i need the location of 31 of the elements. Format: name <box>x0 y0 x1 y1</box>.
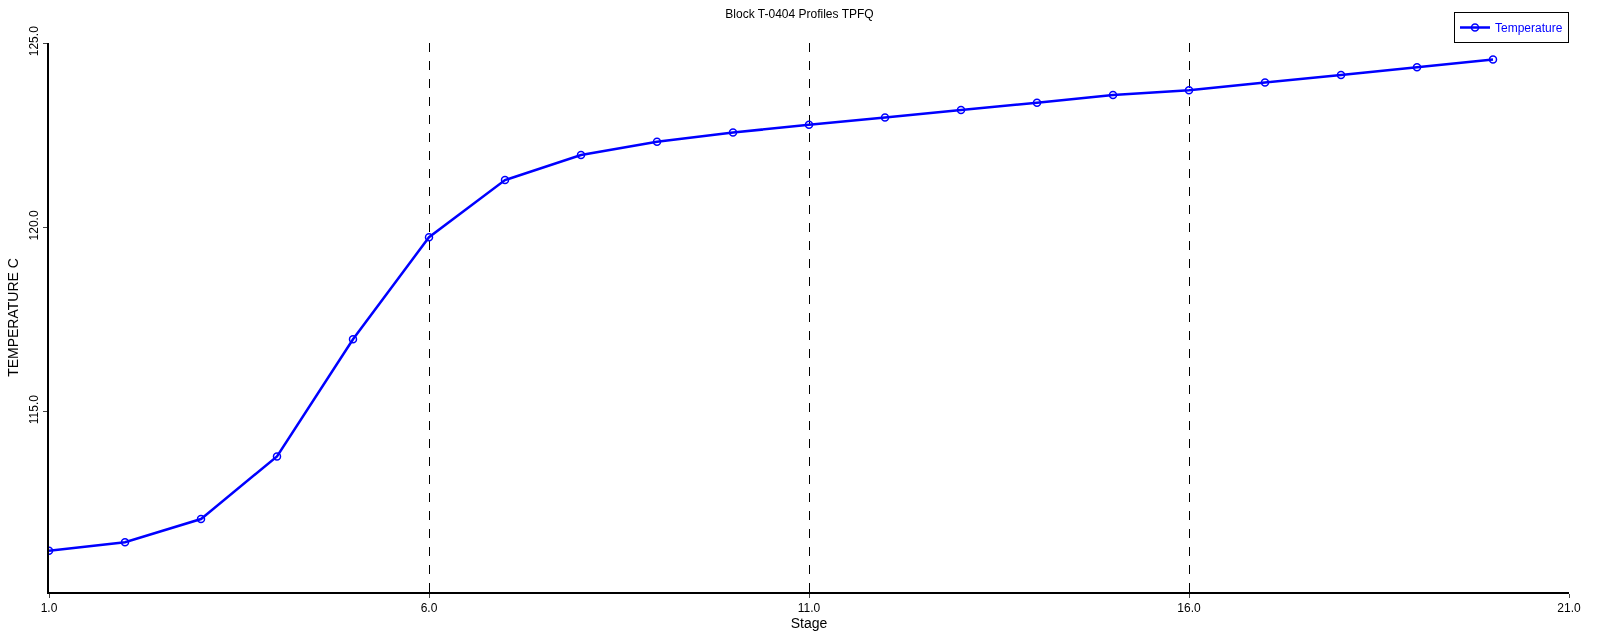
point <box>348 334 358 344</box>
point <box>1108 90 1118 100</box>
x-tick-label: 16.0 <box>1177 601 1201 616</box>
point <box>880 113 890 122</box>
y-tick-label: 125.0 <box>27 25 42 57</box>
point <box>500 175 510 185</box>
x-axis-title: Stage <box>790 615 828 632</box>
point <box>196 514 206 524</box>
y-axis-title: TEMPERATURE C <box>4 258 21 377</box>
point <box>272 452 282 461</box>
legend-label: Temperature <box>1495 21 1563 36</box>
chart-title: Block T-0404 Profiles TPFQ <box>725 7 874 22</box>
y-tick-label: 115.0 <box>27 394 42 425</box>
point <box>120 538 130 547</box>
x-tick-label: 6.0 <box>420 601 438 616</box>
point <box>652 137 662 146</box>
point <box>1412 63 1422 72</box>
point <box>1336 70 1346 80</box>
point <box>1184 85 1194 95</box>
point <box>1032 98 1042 107</box>
point <box>804 120 814 130</box>
point <box>576 150 586 160</box>
point <box>1488 55 1498 64</box>
point <box>728 128 738 137</box>
x-tick-label: 21.0 <box>1557 601 1581 616</box>
point <box>956 105 966 115</box>
x-tick-label: 11.0 <box>797 601 821 616</box>
y-tick-label: 120.0 <box>27 210 42 241</box>
point <box>1260 78 1270 87</box>
point <box>424 232 434 242</box>
x-tick-label: 1.0 <box>40 601 58 616</box>
